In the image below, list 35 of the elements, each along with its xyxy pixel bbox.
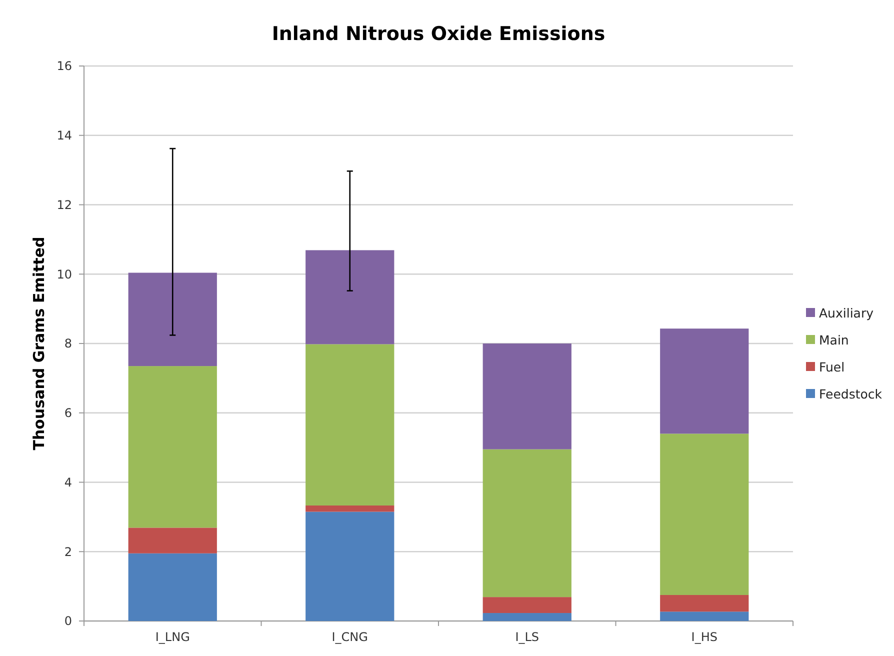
bar [306,250,394,344]
y-tick-label: 10 [56,267,72,282]
y-tick-label: 8 [64,336,72,351]
x-tick-label: I_CNG [332,630,368,644]
bar [306,505,394,512]
legend-label: Fuel [819,359,845,374]
bar [128,553,217,621]
bar [660,594,749,612]
bar [482,344,572,450]
x-tick-label: I_LS [515,630,540,644]
bar [128,272,217,366]
bar [660,328,749,434]
y-tick-label: 2 [64,544,72,559]
bar [660,612,749,621]
bar [482,597,572,614]
bar [128,528,217,554]
bar [482,449,572,598]
y-tick-label: 4 [64,475,72,490]
legend-label: Feedstock [819,386,883,402]
y-axis-title: Thousand Grams Emitted [30,236,48,450]
y-tick-label: 16 [56,59,72,74]
legend-label: Main [819,332,849,348]
bar [128,366,217,528]
bar [482,613,572,621]
x-tick-label: I_HS [691,630,718,644]
chart-title: Inland Nitrous Oxide Emissions [272,23,606,45]
x-tick-label: I_LNG [155,630,190,644]
bar [660,434,749,595]
y-tick-label: 14 [56,128,72,143]
y-tick-label: 6 [64,406,72,420]
bar [306,344,394,506]
y-tick-label: 0 [64,614,72,628]
y-tick-label: 12 [56,198,72,212]
bar [306,512,394,621]
legend-label: Auxiliary [819,305,874,320]
